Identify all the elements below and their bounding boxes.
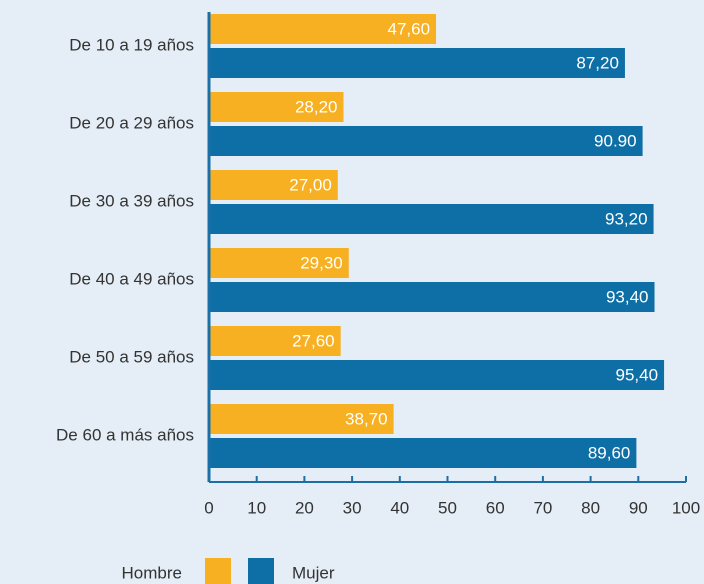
x-tick-label: 70 — [533, 498, 552, 517]
x-tick-label: 80 — [581, 498, 600, 517]
x-tick-label: 60 — [486, 498, 505, 517]
value-label: 29,30 — [300, 253, 343, 272]
bar — [209, 126, 643, 156]
value-label: 47,60 — [388, 19, 431, 38]
value-label: 95,40 — [616, 365, 659, 384]
bar — [209, 404, 394, 434]
value-label: 28,20 — [295, 97, 338, 116]
value-label: 90.90 — [594, 131, 637, 150]
legend-swatch — [205, 558, 231, 584]
x-tick-label: 100 — [672, 498, 700, 517]
value-label: 87,20 — [576, 53, 619, 72]
bar — [209, 360, 665, 390]
bar — [209, 204, 654, 234]
value-label: 93,20 — [605, 209, 648, 228]
bar — [209, 14, 437, 44]
legend-swatch — [248, 558, 274, 584]
category-label: De 10 a 19 años — [69, 35, 194, 54]
bar — [209, 170, 338, 200]
x-tick-label: 0 — [204, 498, 213, 517]
x-tick-label: 40 — [390, 498, 409, 517]
category-label: De 50 a 59 años — [69, 347, 194, 366]
x-tick-label: 20 — [295, 498, 314, 517]
category-label: De 20 a 29 años — [69, 113, 194, 132]
bar — [209, 92, 344, 122]
category-label: De 60 a más años — [56, 425, 194, 444]
value-label: 93,40 — [606, 287, 649, 306]
value-label: 27,00 — [289, 175, 332, 194]
x-tick-label: 50 — [438, 498, 457, 517]
x-tick-label: 30 — [343, 498, 362, 517]
value-label: 89,60 — [588, 443, 631, 462]
x-tick-label: 90 — [629, 498, 648, 517]
value-label: 38,70 — [345, 409, 388, 428]
value-label: 27,60 — [292, 331, 335, 350]
bar — [209, 248, 349, 278]
legend-label: Mujer — [292, 563, 335, 582]
bar — [209, 326, 341, 356]
category-label: De 30 a 39 años — [69, 191, 194, 210]
bar — [209, 282, 655, 312]
legend-label: Hombre — [122, 563, 182, 582]
bar — [209, 48, 625, 78]
category-label: De 40 a 49 años — [69, 269, 194, 288]
x-tick-label: 10 — [247, 498, 266, 517]
bar — [209, 438, 637, 468]
